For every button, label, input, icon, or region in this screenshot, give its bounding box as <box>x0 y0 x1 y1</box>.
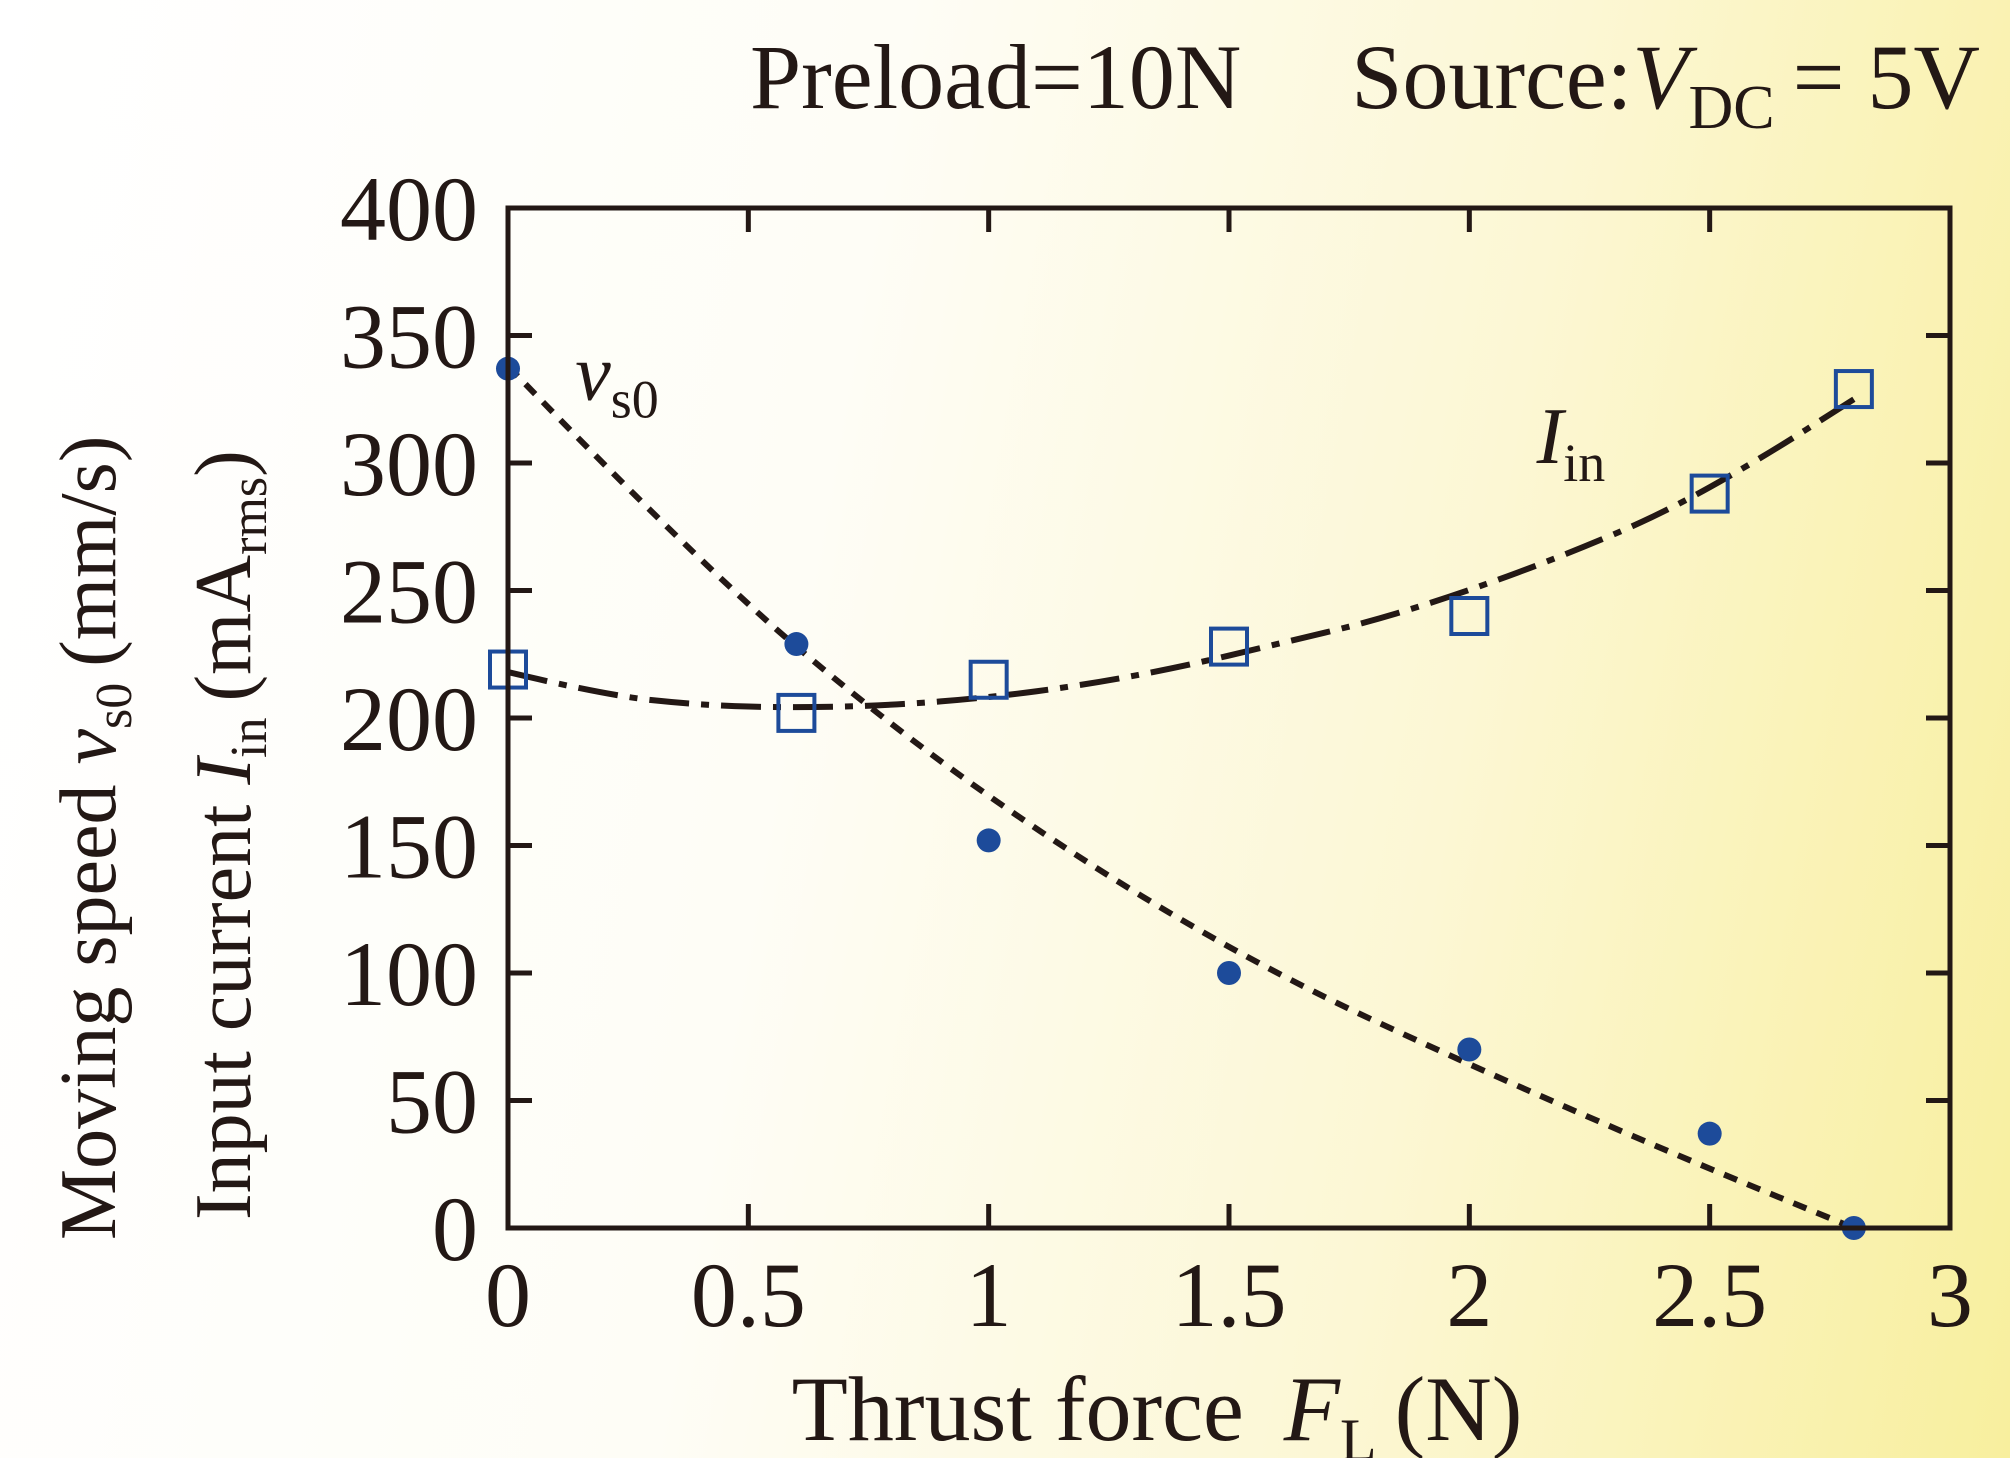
speed-point <box>1217 961 1241 985</box>
current-point <box>1209 626 1249 667</box>
y-axis-label-current: Input current Iin(mArms) <box>180 450 278 1220</box>
title-source-prefix: Source: <box>1351 26 1632 128</box>
y-tick-label: 50 <box>386 1051 478 1153</box>
x-axis-unit: (N) <box>1395 1358 1523 1458</box>
y-tick-label: 200 <box>340 668 478 770</box>
current-point <box>968 659 1009 700</box>
y-axis-current-unit-suffix: ) <box>180 450 268 477</box>
series-label-speed: vs0 <box>575 329 659 429</box>
title-source-value: = 5V <box>1793 26 1980 128</box>
x-axis-label: Thrust force FL (N) <box>792 1358 1523 1458</box>
y-axis-current-var: I <box>180 755 268 786</box>
axis-ticks <box>508 208 1950 1228</box>
x-axis-var: F <box>1283 1358 1341 1458</box>
title-source-var: V <box>1632 26 1698 128</box>
current-point <box>1833 369 1874 410</box>
title-source-sub: DC <box>1689 74 1775 142</box>
y-axis-current-unit-prefix: (mA <box>180 555 268 702</box>
y-axis-current-unit-sub: rms <box>221 477 278 555</box>
x-axis-sub: L <box>1340 1407 1377 1458</box>
x-tick-label: 1 <box>966 1244 1012 1346</box>
chart-title: Preload=10N Source:VDC = 5V <box>750 26 1980 142</box>
data-markers <box>488 356 1874 1240</box>
series-label-current: Iin <box>1536 393 1606 493</box>
y-tick-label: 100 <box>340 923 478 1025</box>
fit-lines <box>505 364 1856 1231</box>
y-tick-label: 150 <box>340 796 478 898</box>
current-point <box>1449 596 1490 636</box>
y-tick-label: 350 <box>340 286 478 388</box>
x-tick-label: 2.5 <box>1652 1244 1767 1346</box>
y-tick-label: 400 <box>340 158 478 260</box>
y-axis-speed-unit: (mm/s) <box>45 436 133 667</box>
y-axis-speed-var: v <box>45 728 133 764</box>
x-tick-label: 0.5 <box>691 1244 806 1346</box>
x-tick-label: 1.5 <box>1172 1244 1287 1346</box>
speed-point <box>784 632 809 657</box>
y-tick-label: 250 <box>340 541 478 643</box>
y-axis-current-sub: in <box>221 718 278 758</box>
title-preload: Preload=10N <box>750 26 1241 128</box>
fit-line-speed <box>505 364 1856 1231</box>
current-point <box>776 692 817 733</box>
speed-point <box>1457 1037 1482 1062</box>
current-point <box>1689 473 1730 514</box>
y-tick-label: 300 <box>340 413 478 515</box>
x-tick-label: 3 <box>1927 1244 1973 1346</box>
speed-point <box>1697 1121 1722 1146</box>
speed-point <box>976 828 1001 853</box>
x-tick-label: 0 <box>485 1244 531 1346</box>
y-tick-label: 0 <box>432 1178 478 1280</box>
y-axis-label-speed: Moving speed vs0(mm/s) <box>45 436 143 1240</box>
y-axis-speed-sub: s0 <box>86 683 143 729</box>
plot-frame <box>505 205 1953 1231</box>
fit-line-current <box>507 396 1856 711</box>
x-tick-label: 2 <box>1446 1244 1492 1346</box>
